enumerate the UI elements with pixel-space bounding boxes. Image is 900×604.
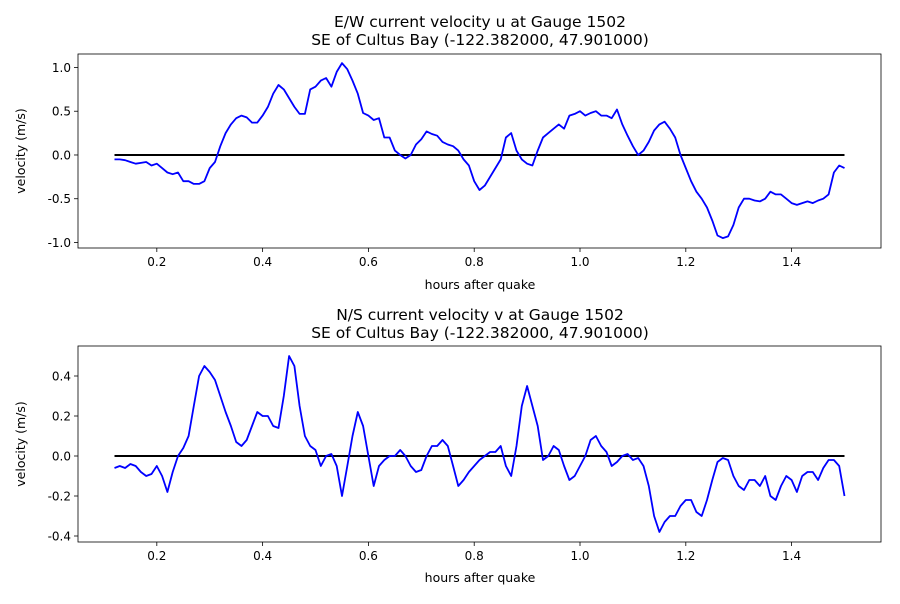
y-tick-label: 0.4	[52, 370, 71, 384]
x-tick-label: 0.8	[465, 549, 484, 563]
axes-frame	[77, 345, 882, 543]
y-axis-label: velocity (m/s)	[13, 108, 28, 193]
x-tick-label: 1.2	[676, 549, 695, 563]
y-axis-label: velocity (m/s)	[13, 401, 28, 486]
y-tick-label: 0.0	[52, 148, 71, 162]
x-axis-label: hours after quake	[425, 277, 536, 292]
y-tick-label: 0.2	[52, 410, 71, 424]
chart-subtitle: SE of Cultus Bay (-122.382000, 47.901000…	[311, 324, 649, 342]
chart-title: N/S current velocity v at Gauge 1502	[336, 306, 624, 324]
series-line-u	[114, 62, 845, 240]
chart-title: E/W current velocity u at Gauge 1502	[334, 13, 626, 31]
x-tick-label: 0.6	[359, 255, 378, 269]
chart-subtitle: SE of Cultus Bay (-122.382000, 47.901000…	[311, 31, 649, 49]
x-tick-label: 1.4	[782, 255, 801, 269]
y-tick-label: -1.0	[48, 236, 71, 250]
x-tick-label: 0.8	[465, 255, 484, 269]
chart-v-velocity: N/S current velocity v at Gauge 1502 SE …	[13, 306, 882, 585]
axes-frame	[77, 53, 882, 249]
series-line-v	[114, 355, 846, 533]
y-tick-label: -0.5	[48, 192, 71, 206]
y-tick-label: 0.0	[52, 450, 71, 464]
x-tick-label: 0.4	[253, 255, 272, 269]
x-tick-label: 0.2	[147, 549, 166, 563]
x-tick-label: 1.0	[570, 549, 589, 563]
x-tick-label: 0.2	[147, 255, 166, 269]
x-axis-label: hours after quake	[425, 570, 536, 585]
y-tick-label: 1.0	[52, 61, 71, 75]
y-tick-label: -0.4	[48, 530, 71, 544]
x-tick-label: 1.2	[676, 255, 695, 269]
chart-u-velocity: E/W current velocity u at Gauge 1502 SE …	[13, 13, 882, 292]
y-tick-label: 0.5	[52, 105, 71, 119]
x-tick-label: 1.4	[782, 549, 801, 563]
x-tick-label: 1.0	[570, 255, 589, 269]
x-tick-label: 0.4	[253, 549, 272, 563]
y-tick-label: -0.2	[48, 490, 71, 504]
x-tick-label: 0.6	[359, 549, 378, 563]
